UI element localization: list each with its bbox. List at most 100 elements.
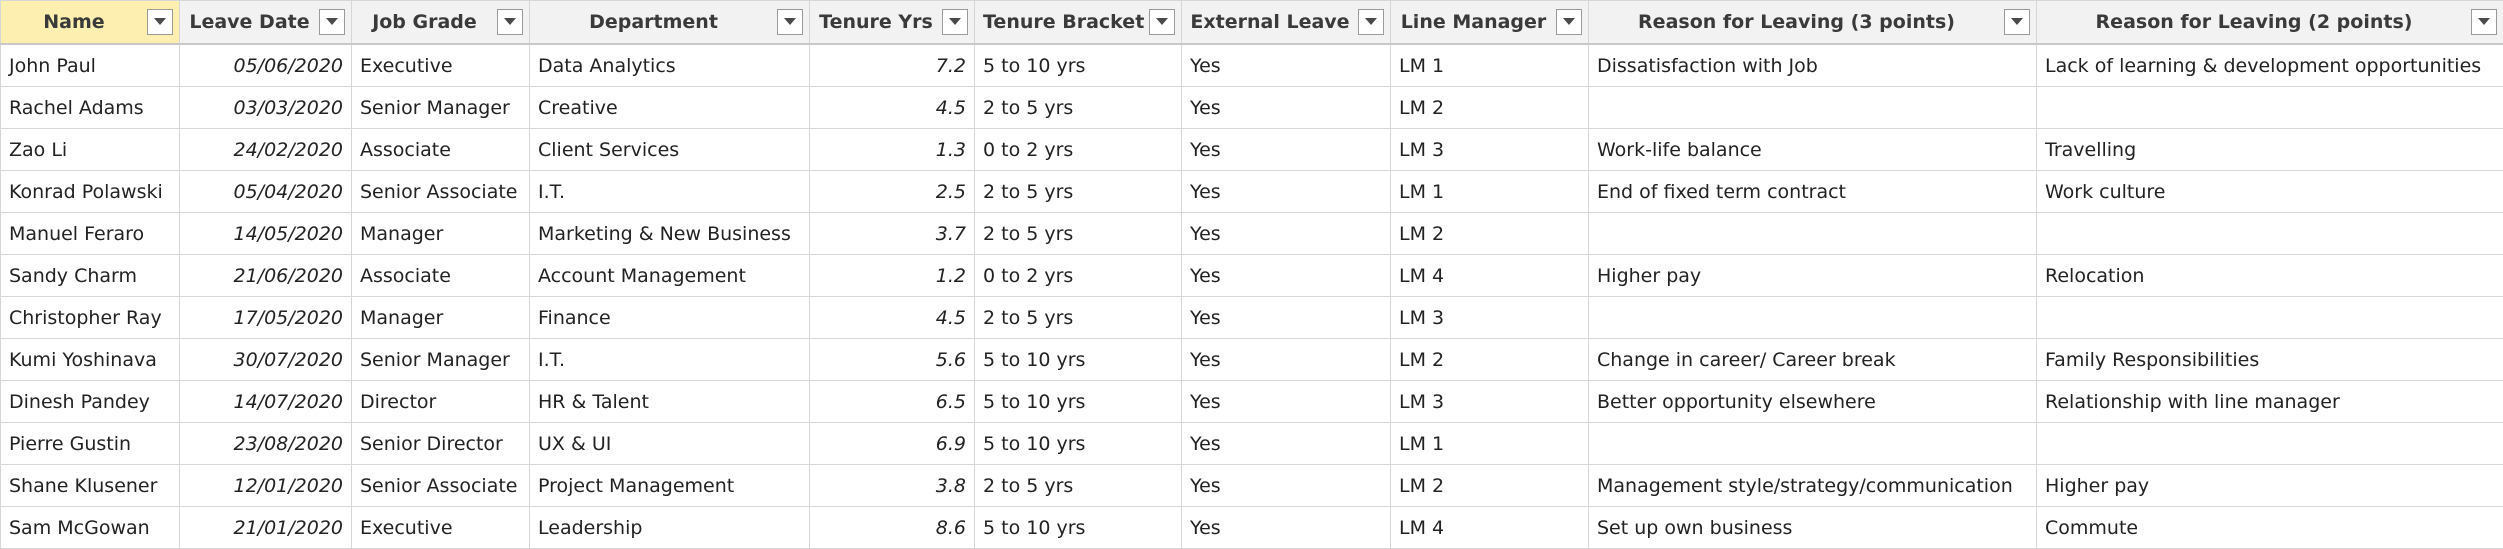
column-header-reason3[interactable]: Reason for Leaving (3 points) [1589, 1, 2037, 45]
column-header-name[interactable]: Name [1, 1, 180, 45]
cell-external-leave[interactable]: Yes [1182, 44, 1391, 87]
cell-tenure-yrs[interactable]: 1.3 [810, 129, 975, 171]
cell-name[interactable]: Pierre Gustin [1, 423, 180, 465]
column-header-job-grade[interactable]: Job Grade [352, 1, 530, 45]
cell-name[interactable]: John Paul [1, 44, 180, 87]
cell-name[interactable]: Dinesh Pandey [1, 381, 180, 423]
cell-reason3[interactable]: Work-life balance [1589, 129, 2037, 171]
cell-leave-date[interactable]: 03/03/2020 [180, 87, 352, 129]
cell-name[interactable]: Christopher Ray [1, 297, 180, 339]
cell-reason3[interactable]: Management style/strategy/communication [1589, 465, 2037, 507]
cell-department[interactable]: I.T. [530, 171, 810, 213]
cell-reason2[interactable] [2037, 213, 2503, 255]
cell-tenure-bracket[interactable]: 5 to 10 yrs [975, 339, 1182, 381]
cell-reason2[interactable]: Commute [2037, 507, 2503, 549]
cell-line-manager[interactable]: LM 2 [1391, 339, 1589, 381]
cell-line-manager[interactable]: LM 2 [1391, 87, 1589, 129]
cell-reason2[interactable]: Relocation [2037, 255, 2503, 297]
filter-dropdown-button[interactable] [2004, 9, 2030, 35]
cell-reason3[interactable] [1589, 297, 2037, 339]
cell-external-leave[interactable]: Yes [1182, 129, 1391, 171]
cell-reason3[interactable]: Better opportunity elsewhere [1589, 381, 2037, 423]
cell-external-leave[interactable]: Yes [1182, 507, 1391, 549]
cell-tenure-bracket[interactable]: 5 to 10 yrs [975, 381, 1182, 423]
cell-external-leave[interactable]: Yes [1182, 339, 1391, 381]
cell-line-manager[interactable]: LM 1 [1391, 44, 1589, 87]
cell-department[interactable]: Project Management [530, 465, 810, 507]
cell-reason2[interactable]: Lack of learning & development opportuni… [2037, 44, 2503, 87]
cell-name[interactable]: Manuel Feraro [1, 213, 180, 255]
cell-department[interactable]: HR & Talent [530, 381, 810, 423]
column-header-reason2[interactable]: Reason for Leaving (2 points) [2037, 1, 2503, 45]
cell-job-grade[interactable]: Executive [352, 507, 530, 549]
cell-line-manager[interactable]: LM 3 [1391, 381, 1589, 423]
cell-leave-date[interactable]: 05/06/2020 [180, 44, 352, 87]
filter-dropdown-button[interactable] [319, 9, 345, 35]
cell-line-manager[interactable]: LM 3 [1391, 297, 1589, 339]
cell-reason3[interactable]: End of fixed term contract [1589, 171, 2037, 213]
cell-tenure-yrs[interactable]: 2.5 [810, 171, 975, 213]
cell-external-leave[interactable]: Yes [1182, 171, 1391, 213]
cell-department[interactable]: Client Services [530, 129, 810, 171]
cell-leave-date[interactable]: 21/01/2020 [180, 507, 352, 549]
cell-name[interactable]: Sandy Charm [1, 255, 180, 297]
column-header-department[interactable]: Department [530, 1, 810, 45]
cell-leave-date[interactable]: 05/04/2020 [180, 171, 352, 213]
filter-dropdown-button[interactable] [2471, 9, 2497, 35]
cell-tenure-yrs[interactable]: 5.6 [810, 339, 975, 381]
cell-job-grade[interactable]: Senior Manager [352, 339, 530, 381]
cell-department[interactable]: Leadership [530, 507, 810, 549]
cell-tenure-yrs[interactable]: 6.9 [810, 423, 975, 465]
cell-tenure-bracket[interactable]: 2 to 5 yrs [975, 297, 1182, 339]
cell-external-leave[interactable]: Yes [1182, 255, 1391, 297]
cell-reason2[interactable]: Relationship with line manager [2037, 381, 2503, 423]
cell-leave-date[interactable]: 21/06/2020 [180, 255, 352, 297]
cell-job-grade[interactable]: Senior Associate [352, 465, 530, 507]
cell-tenure-bracket[interactable]: 0 to 2 yrs [975, 129, 1182, 171]
cell-job-grade[interactable]: Associate [352, 255, 530, 297]
cell-job-grade[interactable]: Senior Director [352, 423, 530, 465]
cell-name[interactable]: Zao Li [1, 129, 180, 171]
cell-line-manager[interactable]: LM 4 [1391, 507, 1589, 549]
cell-job-grade[interactable]: Manager [352, 297, 530, 339]
cell-reason3[interactable] [1589, 213, 2037, 255]
filter-dropdown-button[interactable] [1556, 9, 1582, 35]
column-header-leave-date[interactable]: Leave Date [180, 1, 352, 45]
cell-job-grade[interactable]: Director [352, 381, 530, 423]
cell-job-grade[interactable]: Manager [352, 213, 530, 255]
cell-tenure-bracket[interactable]: 2 to 5 yrs [975, 213, 1182, 255]
cell-reason3[interactable]: Change in career/ Career break [1589, 339, 2037, 381]
column-header-tenure-yrs[interactable]: Tenure Yrs [810, 1, 975, 45]
column-header-external-leave[interactable]: External Leave [1182, 1, 1391, 45]
filter-dropdown-button[interactable] [497, 9, 523, 35]
cell-line-manager[interactable]: LM 4 [1391, 255, 1589, 297]
cell-tenure-bracket[interactable]: 2 to 5 yrs [975, 465, 1182, 507]
cell-external-leave[interactable]: Yes [1182, 297, 1391, 339]
cell-tenure-yrs[interactable]: 8.6 [810, 507, 975, 549]
cell-job-grade[interactable]: Executive [352, 44, 530, 87]
cell-leave-date[interactable]: 30/07/2020 [180, 339, 352, 381]
cell-reason3[interactable]: Set up own business [1589, 507, 2037, 549]
cell-name[interactable]: Shane Klusener [1, 465, 180, 507]
cell-tenure-bracket[interactable]: 2 to 5 yrs [975, 171, 1182, 213]
cell-department[interactable]: Marketing & New Business [530, 213, 810, 255]
cell-name[interactable]: Rachel Adams [1, 87, 180, 129]
column-header-tenure-bracket[interactable]: Tenure Bracket [975, 1, 1182, 45]
cell-external-leave[interactable]: Yes [1182, 423, 1391, 465]
cell-external-leave[interactable]: Yes [1182, 213, 1391, 255]
cell-reason2[interactable]: Travelling [2037, 129, 2503, 171]
cell-leave-date[interactable]: 17/05/2020 [180, 297, 352, 339]
filter-dropdown-button[interactable] [1149, 9, 1175, 35]
cell-reason3[interactable] [1589, 87, 2037, 129]
cell-line-manager[interactable]: LM 1 [1391, 423, 1589, 465]
cell-reason3[interactable]: Higher pay [1589, 255, 2037, 297]
